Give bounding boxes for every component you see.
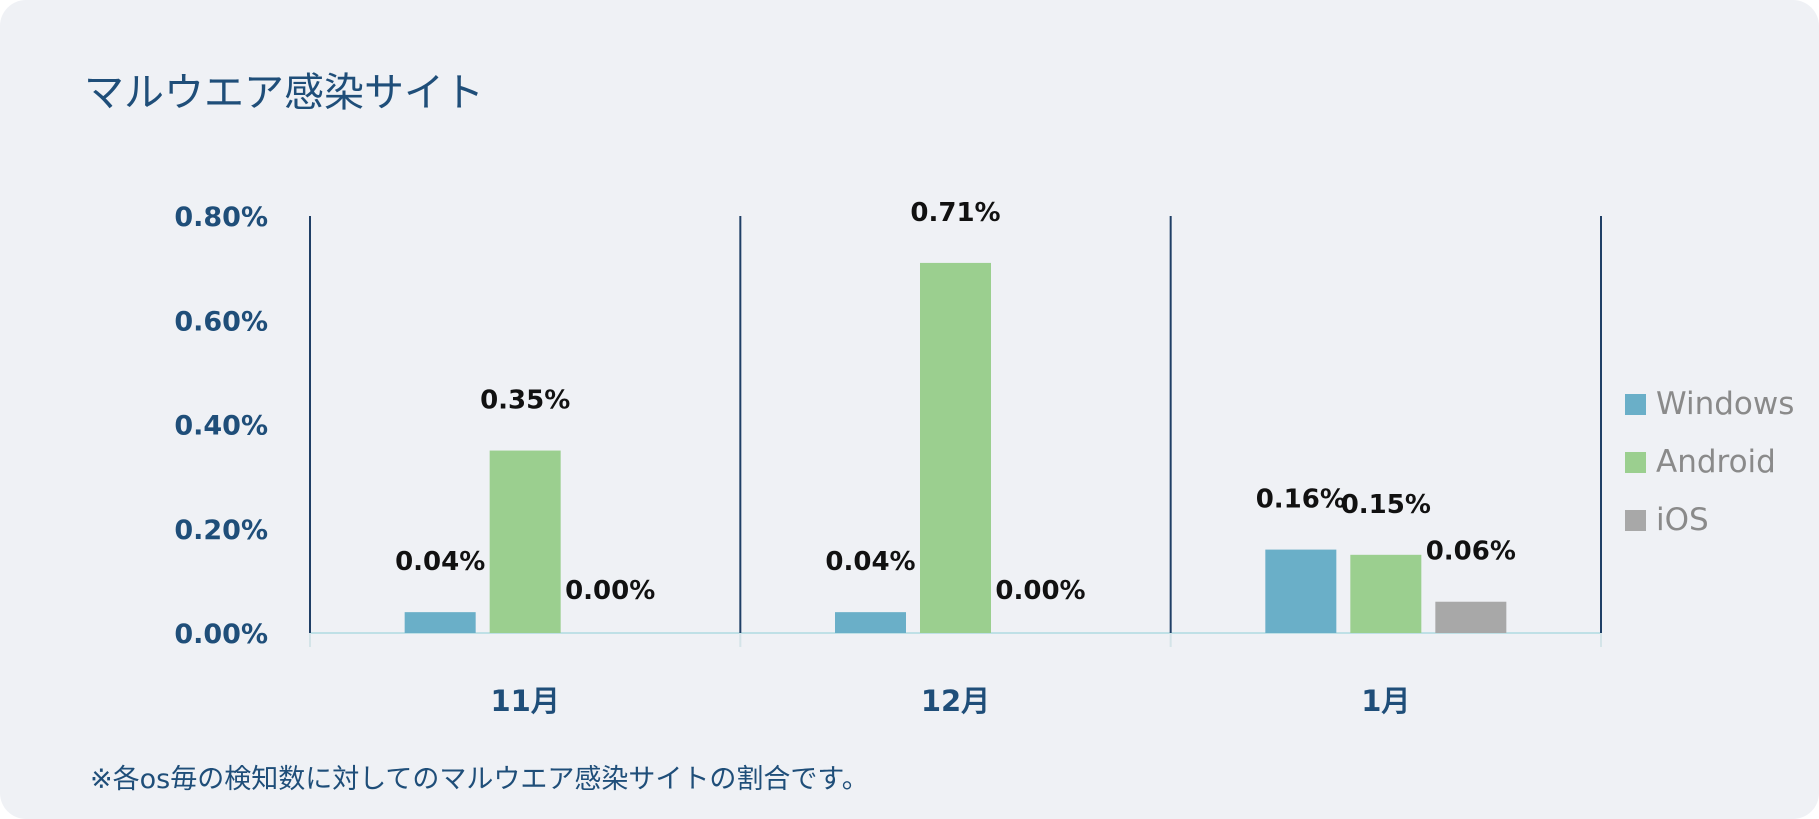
y-tick-label: 0.80%: [174, 202, 268, 233]
x-tick-label: 11月: [490, 684, 559, 718]
chart-title: マルウエア感染サイト: [84, 70, 484, 116]
data-label: 0.06%: [1426, 537, 1516, 567]
data-label: 0.15%: [1341, 490, 1431, 520]
legend-swatch-android: [1625, 452, 1646, 473]
bar-windows: [404, 612, 476, 633]
data-label: 0.16%: [1256, 485, 1346, 515]
data-label: 0.04%: [395, 547, 485, 577]
x-tick-label: 1月: [1361, 684, 1410, 718]
chart-footnote: ※各os毎の検知数に対してのマルウエア感染サイトの割合です。: [90, 764, 869, 795]
legend-label-ios: iOS: [1656, 502, 1709, 538]
data-label: 0.04%: [825, 547, 915, 577]
data-label: 0.35%: [480, 386, 570, 416]
y-tick-label: 0.40%: [174, 411, 268, 442]
x-tick-label: 12月: [921, 684, 990, 718]
data-label: 0.00%: [995, 576, 1085, 606]
y-tick-label: 0.00%: [174, 619, 268, 650]
bar-android: [1350, 554, 1422, 633]
data-label: 0.71%: [910, 198, 1000, 228]
bar-ios: [1435, 601, 1507, 633]
bar-android: [920, 262, 991, 633]
y-tick-label: 0.20%: [174, 515, 268, 546]
legend-label-windows: Windows: [1656, 386, 1794, 422]
legend-label-android: Android: [1656, 444, 1776, 480]
data-label: 0.00%: [565, 576, 655, 606]
bar-android: [489, 450, 561, 633]
bar-windows: [1265, 549, 1337, 633]
legend-swatch-windows: [1625, 394, 1646, 415]
bar-windows: [835, 612, 906, 633]
y-tick-label: 0.60%: [174, 306, 268, 337]
legend-swatch-ios: [1625, 510, 1646, 531]
